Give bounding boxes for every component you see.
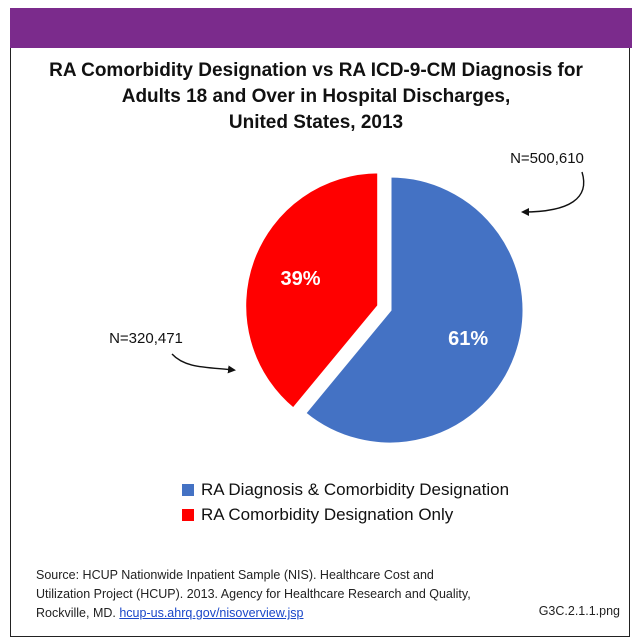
source-text: Source: HCUP Nationwide Inpatient Sample… xyxy=(36,568,471,620)
legend: RA Diagnosis & Comorbidity Designation R… xyxy=(182,477,509,527)
source-link[interactable]: hcup-us.ahrq.gov/nisoverview.jsp xyxy=(119,606,304,620)
content-frame xyxy=(10,48,630,637)
legend-item-blue: RA Diagnosis & Comorbidity Designation xyxy=(182,477,509,502)
chart-title-line-2: Adults 18 and Over in Hospital Discharge… xyxy=(121,86,511,107)
pie-slice-red xyxy=(243,170,381,412)
source-note: Source: HCUP Nationwide Inpatient Sample… xyxy=(36,566,486,623)
header-band xyxy=(10,8,632,48)
pie-slice-label-blue: 61% xyxy=(448,328,488,350)
pie-slice-blue xyxy=(302,174,526,446)
chart-title-line-3: United States, 2013 xyxy=(228,112,404,133)
n-label-red: N=320,471 xyxy=(109,330,183,347)
pie-slice-labels: 61% 39% xyxy=(281,268,489,350)
legend-label-blue: RA Diagnosis & Comorbidity Designation xyxy=(201,479,510,499)
legend-item-red: RA Comorbidity Designation Only xyxy=(182,502,509,527)
n-label-red-arrow xyxy=(171,353,236,374)
legend-swatch-blue xyxy=(182,483,194,496)
pie-slice-label-red: 39% xyxy=(281,268,321,290)
n-label-blue-arrow xyxy=(521,171,585,216)
legend-swatch-red xyxy=(182,508,194,521)
n-label-blue: N=500,610 xyxy=(510,150,584,167)
legend-label-red: RA Comorbidity Designation Only xyxy=(201,504,454,524)
chart-title-line-1: RA Comorbidity Designation vs RA ICD-9-C… xyxy=(49,60,583,81)
image-filename: G3C.2.1.1.png xyxy=(538,604,620,618)
chart-title: RA Comorbidity Designation vs RA ICD-9-C… xyxy=(40,58,592,136)
pie-slices xyxy=(243,170,526,446)
